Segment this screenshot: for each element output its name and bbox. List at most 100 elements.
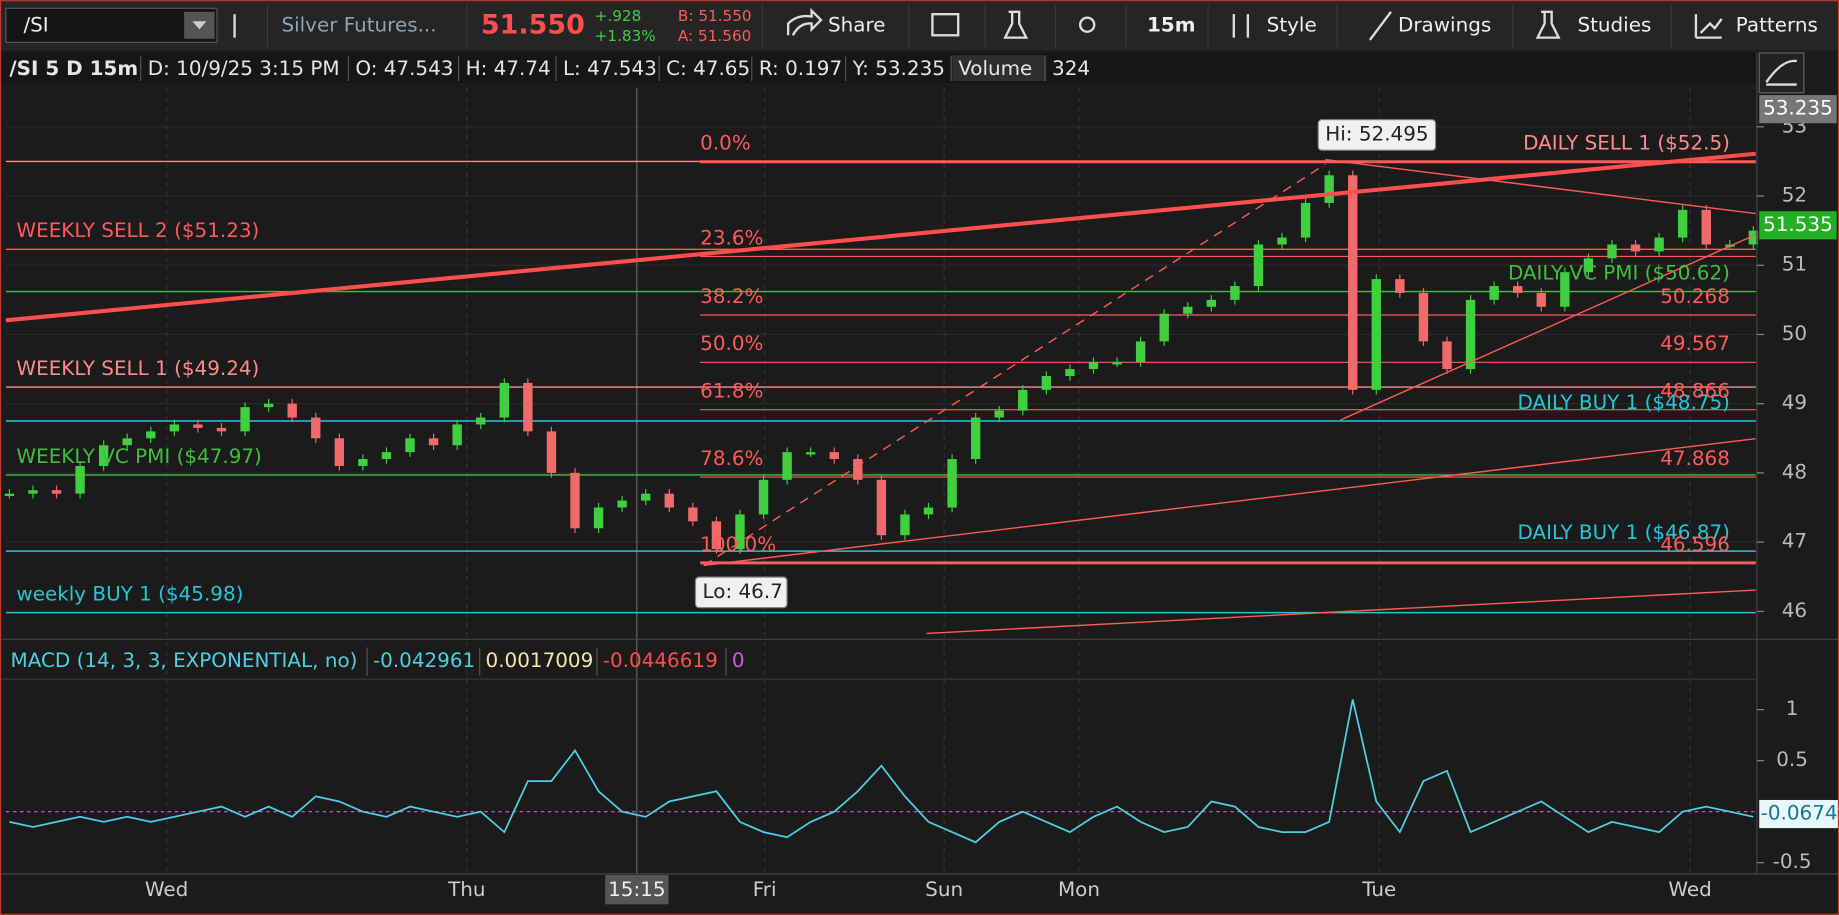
candle [98, 445, 109, 466]
candle [1088, 362, 1099, 370]
info-field: Y: 53.235 [852, 57, 945, 80]
level-label: weekly BUY 1 ($45.98) [16, 583, 243, 606]
y-tick-label: 1 [1786, 697, 1799, 720]
candle [994, 410, 1004, 418]
fib-label: 0.0% [700, 132, 751, 155]
candle [947, 459, 957, 508]
price-tag-label: 53.235 [1763, 97, 1833, 120]
fib-price: 49.567 [1660, 332, 1730, 355]
candle [287, 403, 297, 418]
candle [593, 507, 604, 529]
toolbar-button[interactable]: Drawings [1398, 13, 1491, 36]
info-field: Volume [958, 57, 1032, 80]
x-tick-label: Thu [447, 878, 485, 901]
last-price: 51.550 [481, 9, 585, 40]
candle [1135, 341, 1146, 363]
candle [1324, 175, 1334, 203]
macd-line [9, 699, 1754, 844]
y-tick-label: 0.5 [1776, 748, 1808, 771]
macd-readout: -0.0446619 [603, 649, 718, 672]
cursor-time-box [605, 875, 669, 905]
candle [1230, 286, 1240, 300]
candle [876, 479, 887, 536]
level-label: DAILY BUY 1 ($48.75) [1517, 391, 1729, 414]
candle [1583, 258, 1594, 273]
candle [853, 459, 863, 480]
x-tick-label: Wed [1668, 878, 1711, 901]
candle [1560, 272, 1570, 307]
candle [1041, 375, 1052, 390]
ask: A: 51.560 [678, 27, 751, 45]
info-field: L: 47.543 [563, 57, 657, 80]
toolbar-button[interactable]: Share [828, 13, 886, 36]
candle [1607, 244, 1617, 259]
price-tag-label: 51.535 [1763, 213, 1833, 236]
candle [1183, 306, 1193, 314]
candle [1371, 279, 1381, 390]
fib-label: 23.6% [700, 226, 763, 249]
candle [1465, 299, 1476, 370]
toolbar-button[interactable]: 15m [1147, 13, 1195, 36]
symbol-box[interactable] [5, 7, 218, 43]
candle [146, 431, 156, 439]
level-label: WEEKLY SELL 2 ($51.23) [16, 219, 259, 242]
macd-tag-label: -0.0674 [1761, 802, 1838, 825]
toolbar-button[interactable]: Studies [1577, 13, 1651, 36]
toolbar-separators [266, 4, 1672, 48]
level-label: DAILY VC PMI ($50.62) [1508, 261, 1730, 284]
fib-label: 61.8% [700, 380, 763, 403]
y-tick-label: 52 [1782, 184, 1807, 207]
candle [428, 438, 439, 446]
candle [970, 417, 981, 460]
candle [805, 452, 816, 455]
candle [1277, 237, 1287, 245]
candle [405, 438, 415, 453]
toolbar-icons [233, 7, 1723, 41]
y-tick-label: 51 [1782, 253, 1807, 276]
candle [1206, 299, 1217, 307]
y-tick-label: -0.5 [1773, 850, 1812, 873]
trendlines [5, 151, 1757, 635]
level-label: WEEKLY SELL 1 ($49.24) [16, 357, 259, 380]
toolbar-button[interactable]: Style [1267, 13, 1317, 36]
candle [499, 382, 509, 418]
candle [1748, 230, 1759, 245]
candle [1630, 244, 1641, 252]
macd-readout: 0.0017009 [486, 649, 594, 672]
fib-label: 78.6% [700, 447, 763, 470]
candle [452, 424, 462, 446]
fib-price: 47.868 [1660, 447, 1730, 470]
callout-box [1317, 119, 1437, 151]
candle [334, 438, 345, 466]
x-tick-label: Fri [753, 878, 777, 901]
x-tick-label: Sun [925, 878, 963, 901]
candle [617, 500, 627, 508]
info-field: H: 47.74 [466, 57, 551, 80]
candle [1395, 279, 1405, 293]
candle [1065, 369, 1075, 376]
fib-price: 46.596 [1660, 533, 1730, 556]
candle [476, 417, 486, 425]
candle [546, 431, 557, 473]
cursor-time: 15:15 [608, 878, 665, 901]
price-tag [1759, 211, 1837, 240]
macd-readout: 0 [732, 649, 745, 672]
candle [1348, 175, 1358, 390]
toolbar-button[interactable]: Patterns [1736, 13, 1818, 36]
info-field: 324 [1052, 57, 1090, 80]
candle [641, 493, 651, 501]
candle [358, 459, 368, 466]
fib-label: 100.0% [700, 533, 776, 556]
level-label: DAILY SELL 1 ($52.5) [1523, 131, 1730, 154]
candle [664, 493, 674, 508]
candle [1677, 209, 1688, 238]
chart-settings-button[interactable] [1758, 52, 1805, 94]
info-field: C: 47.65 [666, 57, 750, 80]
candle [311, 417, 321, 439]
bid: B: 51.550 [678, 7, 752, 25]
callout-label: Lo: 46.7 [703, 580, 783, 603]
candle [169, 424, 180, 432]
x-tick-label: Wed [145, 878, 188, 901]
fib-label: 38.2% [700, 285, 763, 308]
